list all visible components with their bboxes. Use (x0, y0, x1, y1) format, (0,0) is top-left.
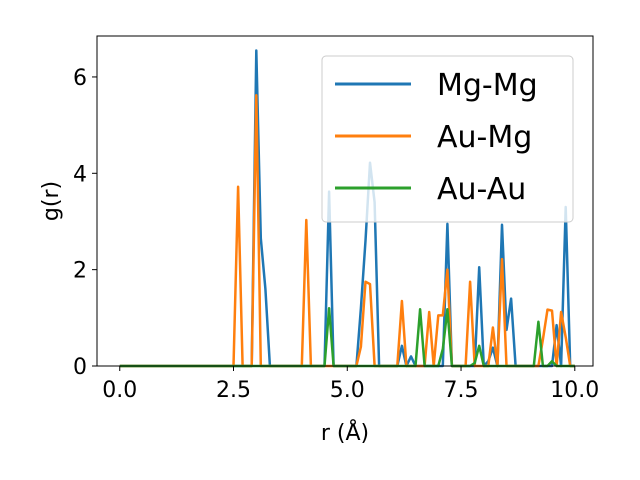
y-axis-label: g(r) (39, 181, 64, 221)
y-tick-label: 2 (73, 259, 87, 284)
x-tick-label: 0.0 (102, 378, 137, 403)
x-tick-label: 2.5 (216, 378, 251, 403)
x-axis-ticks: 0.0 2.5 5.0 7.5 10.0 (102, 366, 599, 403)
y-tick-label: 4 (73, 162, 87, 187)
x-tick-label: 5.0 (330, 378, 365, 403)
x-tick-label: 10.0 (550, 378, 599, 403)
x-tick-label: 7.5 (444, 378, 479, 403)
x-axis-label: r (Å) (321, 419, 369, 446)
legend-label-mg-mg: Mg-Mg (437, 68, 538, 103)
y-axis-ticks: 0 2 4 6 (73, 66, 97, 380)
plot-frame (96, 35, 594, 367)
legend-box (321, 55, 574, 223)
y-tick-label: 6 (73, 66, 87, 91)
legend: Mg-Mg Au-Mg Au-Au (321, 55, 574, 223)
legend-label-au-mg: Au-Mg (437, 120, 532, 155)
legend-label-au-au: Au-Au (437, 172, 526, 207)
y-tick-label: 0 (73, 355, 87, 380)
